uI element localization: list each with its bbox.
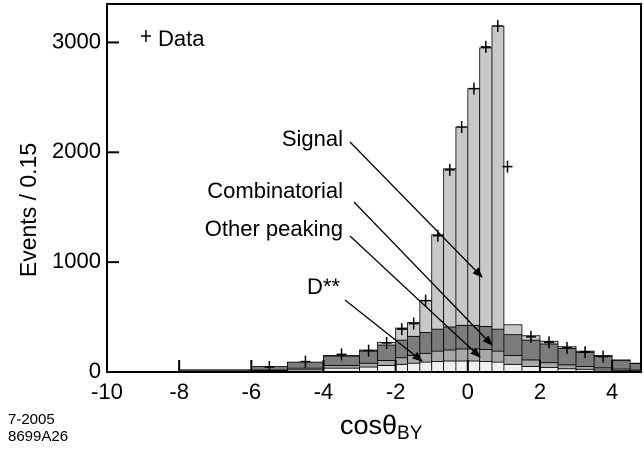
data-point [468, 82, 479, 95]
data-point [525, 330, 536, 343]
x-tick-label: -2 [386, 379, 406, 404]
hist-bar [491, 361, 505, 373]
hist-bar [491, 350, 505, 363]
hist-bar [503, 355, 523, 365]
plot-frame [106, 3, 642, 373]
annotation: Signal [282, 126, 343, 151]
hist-bar [431, 234, 445, 330]
y-tick-label: 3000 [52, 28, 101, 53]
annotation: Other peaking [205, 216, 343, 241]
hist-bar [629, 363, 642, 371]
hist-bar [575, 366, 595, 370]
hist-bar [323, 365, 360, 369]
hist-bar [407, 355, 421, 364]
data-point [300, 355, 311, 368]
y-axis-label: Events / 0.15 [15, 143, 41, 277]
x-label-main: cosθ [340, 410, 397, 440]
hist-bar [491, 328, 505, 352]
annotation-arrow [349, 141, 483, 278]
data-point [502, 160, 513, 173]
data-point [444, 163, 455, 176]
hist-bar [557, 364, 577, 370]
hist-bar [407, 362, 421, 373]
hist-bar [431, 361, 445, 373]
hist-bar [443, 326, 457, 351]
hist-bar [479, 361, 493, 373]
data-point [456, 121, 467, 134]
annotation-arrow [353, 201, 493, 346]
hist-bar [521, 339, 541, 361]
x-tick-label: 0 [462, 379, 474, 404]
hist-bar [443, 349, 457, 362]
hist-bar [503, 363, 523, 373]
x-tick-label: -4 [314, 379, 334, 404]
data-point [336, 348, 347, 361]
x-tick-label: 2 [534, 379, 546, 404]
hist-bar [178, 369, 252, 372]
hist-bar [611, 359, 631, 370]
hist-bar [467, 88, 481, 326]
annotation-arrow [344, 299, 423, 362]
y-tick-label: 2000 [52, 138, 101, 163]
hist-bar [455, 126, 469, 326]
hist-bar [455, 360, 469, 373]
data-point [396, 323, 407, 336]
hist-bar [467, 324, 481, 350]
data-point [381, 336, 392, 349]
annotation: Combinatorial [207, 178, 343, 203]
y-tick-label: 1000 [52, 248, 101, 273]
hist-bar [431, 328, 445, 352]
data-point [598, 350, 609, 363]
hist-bar [395, 357, 408, 365]
data-point [492, 19, 503, 32]
data-point [420, 294, 431, 307]
hist-bar [539, 362, 559, 369]
hist-bar [419, 361, 433, 373]
plot-area [106, 19, 642, 374]
x-tick-label: -8 [169, 379, 189, 404]
hist-bar [431, 350, 445, 362]
x-tick-label: -10 [91, 379, 123, 404]
hist-bar [467, 360, 481, 373]
x-axis-label: cosθBY [340, 410, 423, 444]
footnote: 8699A26 [8, 428, 68, 445]
x-label-sub: BY [397, 423, 423, 444]
data-point [480, 40, 491, 53]
hist-bar [407, 335, 421, 356]
data-point [363, 344, 374, 357]
hist-bar [521, 359, 541, 367]
data-point [580, 346, 591, 359]
annotation: D** [307, 274, 340, 299]
data-point [543, 336, 554, 349]
legend-marker [141, 30, 151, 42]
footnote: 7-2005 [8, 411, 55, 428]
hist-bar [503, 324, 523, 336]
x-tick-label: -6 [242, 379, 262, 404]
x-tick-label: 4 [606, 379, 618, 404]
data-point [408, 317, 419, 330]
legend-label: Data [158, 26, 205, 51]
hist-bar [377, 360, 397, 366]
annotation-arrow [349, 235, 481, 358]
hist-bar [479, 349, 493, 362]
hist-bar [503, 334, 523, 356]
data-point [562, 341, 573, 354]
hist-bar [491, 25, 505, 330]
hist-bar [395, 363, 408, 373]
hist-bar [479, 47, 493, 327]
hist-bar [443, 360, 457, 373]
hist-bar [359, 362, 379, 368]
y-tick-label: 0 [89, 358, 101, 383]
hist-bar [419, 332, 433, 354]
hist-bar [455, 348, 469, 362]
